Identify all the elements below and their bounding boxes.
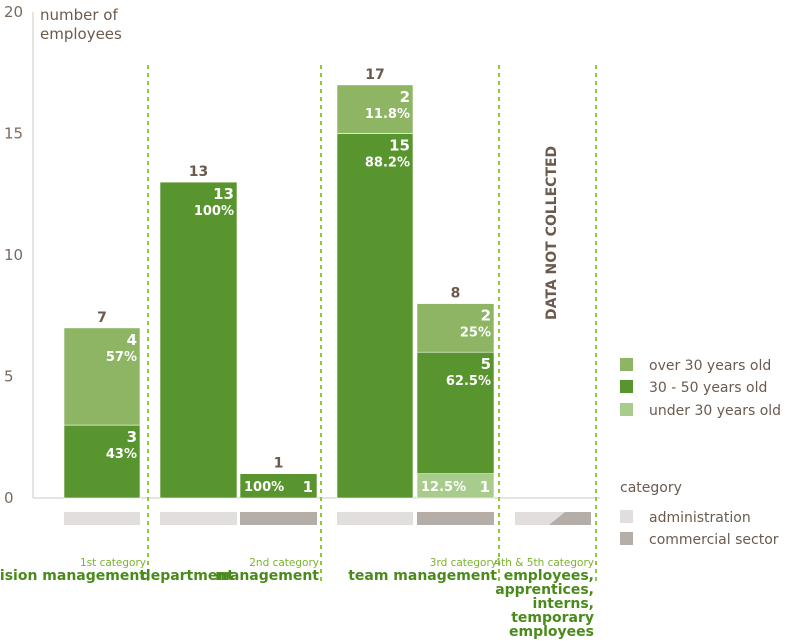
- segment-percent-label: 100%: [194, 204, 234, 219]
- sector-strip: [160, 512, 237, 525]
- bar-total-label: 7: [97, 310, 107, 326]
- segment-count-label: 1: [480, 478, 490, 496]
- y-tick-label: 15: [4, 125, 23, 143]
- category-name-label: employees,: [504, 568, 594, 584]
- bar-stack: 1 12.5% 562.5% 225% 8: [416, 286, 495, 525]
- segment-percent-label: 25%: [460, 326, 491, 341]
- bar-total-label: 13: [189, 164, 208, 180]
- category-name-label: employees: [509, 624, 594, 640]
- segment-percent-label: 43%: [106, 447, 137, 462]
- bar-stack: 1 100% 1: [239, 456, 318, 525]
- bar-total-label: 17: [365, 67, 384, 83]
- legend-item: administration: [620, 510, 751, 526]
- segment-percent-label: 100%: [244, 480, 284, 495]
- bar-segment: [63, 424, 141, 499]
- category-name-label: temporary: [511, 610, 594, 626]
- legend-swatch: [620, 510, 633, 523]
- category-name-label: interns,: [533, 596, 594, 612]
- legend-item: commercial sector: [620, 532, 779, 548]
- category-number-label: 1st category: [80, 557, 146, 569]
- legend-swatch: [620, 380, 633, 393]
- sector-strip: [417, 512, 494, 525]
- sector-legend-title: category: [620, 480, 682, 496]
- segment-count-label: 5: [481, 355, 491, 373]
- bar-total-label: 1: [274, 456, 284, 472]
- legend-label: commercial sector: [649, 532, 779, 548]
- sector-strip-split: [549, 512, 591, 525]
- legend-swatch: [620, 532, 633, 545]
- bar-segment: [336, 84, 414, 134]
- legend-label: over 30 years old: [649, 358, 771, 374]
- legend-item: over 30 years old: [620, 358, 771, 374]
- segment-count-label: 3: [127, 428, 137, 446]
- legend-swatch: [620, 403, 633, 416]
- segment-percent-label: 57%: [106, 350, 137, 365]
- y-axis-label-line: number of: [40, 6, 118, 24]
- segment-count-label: 2: [481, 307, 491, 325]
- bar-segment: [336, 133, 414, 499]
- segment-percent-label: 62.5%: [446, 374, 491, 389]
- legend-item: under 30 years old: [620, 403, 781, 419]
- bar-stack: 343% 457% 7: [63, 310, 141, 525]
- y-tick-label: 0: [4, 489, 14, 507]
- bar-total-label: 8: [451, 286, 461, 302]
- bar-segment: [63, 327, 141, 426]
- y-axis-label: number of employees: [40, 6, 122, 43]
- y-tick-label: 10: [4, 246, 23, 264]
- legend-swatch: [620, 358, 633, 371]
- category-name-label: management: [215, 568, 319, 584]
- category-number-label: 2nd category: [249, 557, 319, 569]
- category-name-label: apprentices,: [495, 582, 594, 598]
- legend-label: administration: [649, 510, 751, 526]
- sector-strip: [64, 512, 140, 525]
- y-tick-label: 5: [4, 368, 14, 386]
- segment-percent-label: 88.2%: [365, 156, 410, 171]
- segment-percent-label: 11.8%: [365, 107, 410, 122]
- sector-strip: [337, 512, 413, 525]
- bar-segment: [239, 473, 318, 499]
- category-name-label: team management: [348, 568, 497, 584]
- y-axis-label-line: employees: [40, 25, 122, 43]
- segment-count-label: 1: [303, 478, 313, 496]
- sector-strip: [240, 512, 317, 525]
- legend-label: 30 - 50 years old: [649, 380, 767, 396]
- bar-segment: [416, 351, 495, 475]
- category-name-label: department: [141, 568, 235, 584]
- bar-segment: [416, 303, 495, 353]
- category-name-label: division management: [0, 568, 146, 584]
- bar-segment: [416, 473, 495, 499]
- y-tick-label: 20: [4, 3, 23, 21]
- category-number-label: 3rd category: [430, 557, 497, 569]
- segment-percent-label: 12.5%: [421, 480, 466, 495]
- legend-label: under 30 years old: [649, 403, 781, 419]
- no-data-label: DATA NOT COLLECTED: [544, 146, 560, 320]
- segment-count-label: 4: [127, 331, 137, 349]
- segment-count-label: 13: [213, 185, 234, 203]
- bar-segment: [159, 181, 238, 499]
- category-number-label: 4th & 5th category: [494, 557, 594, 569]
- segment-count-label: 2: [400, 88, 410, 106]
- legend-item: 30 - 50 years old: [620, 380, 767, 396]
- segment-count-label: 15: [389, 137, 410, 155]
